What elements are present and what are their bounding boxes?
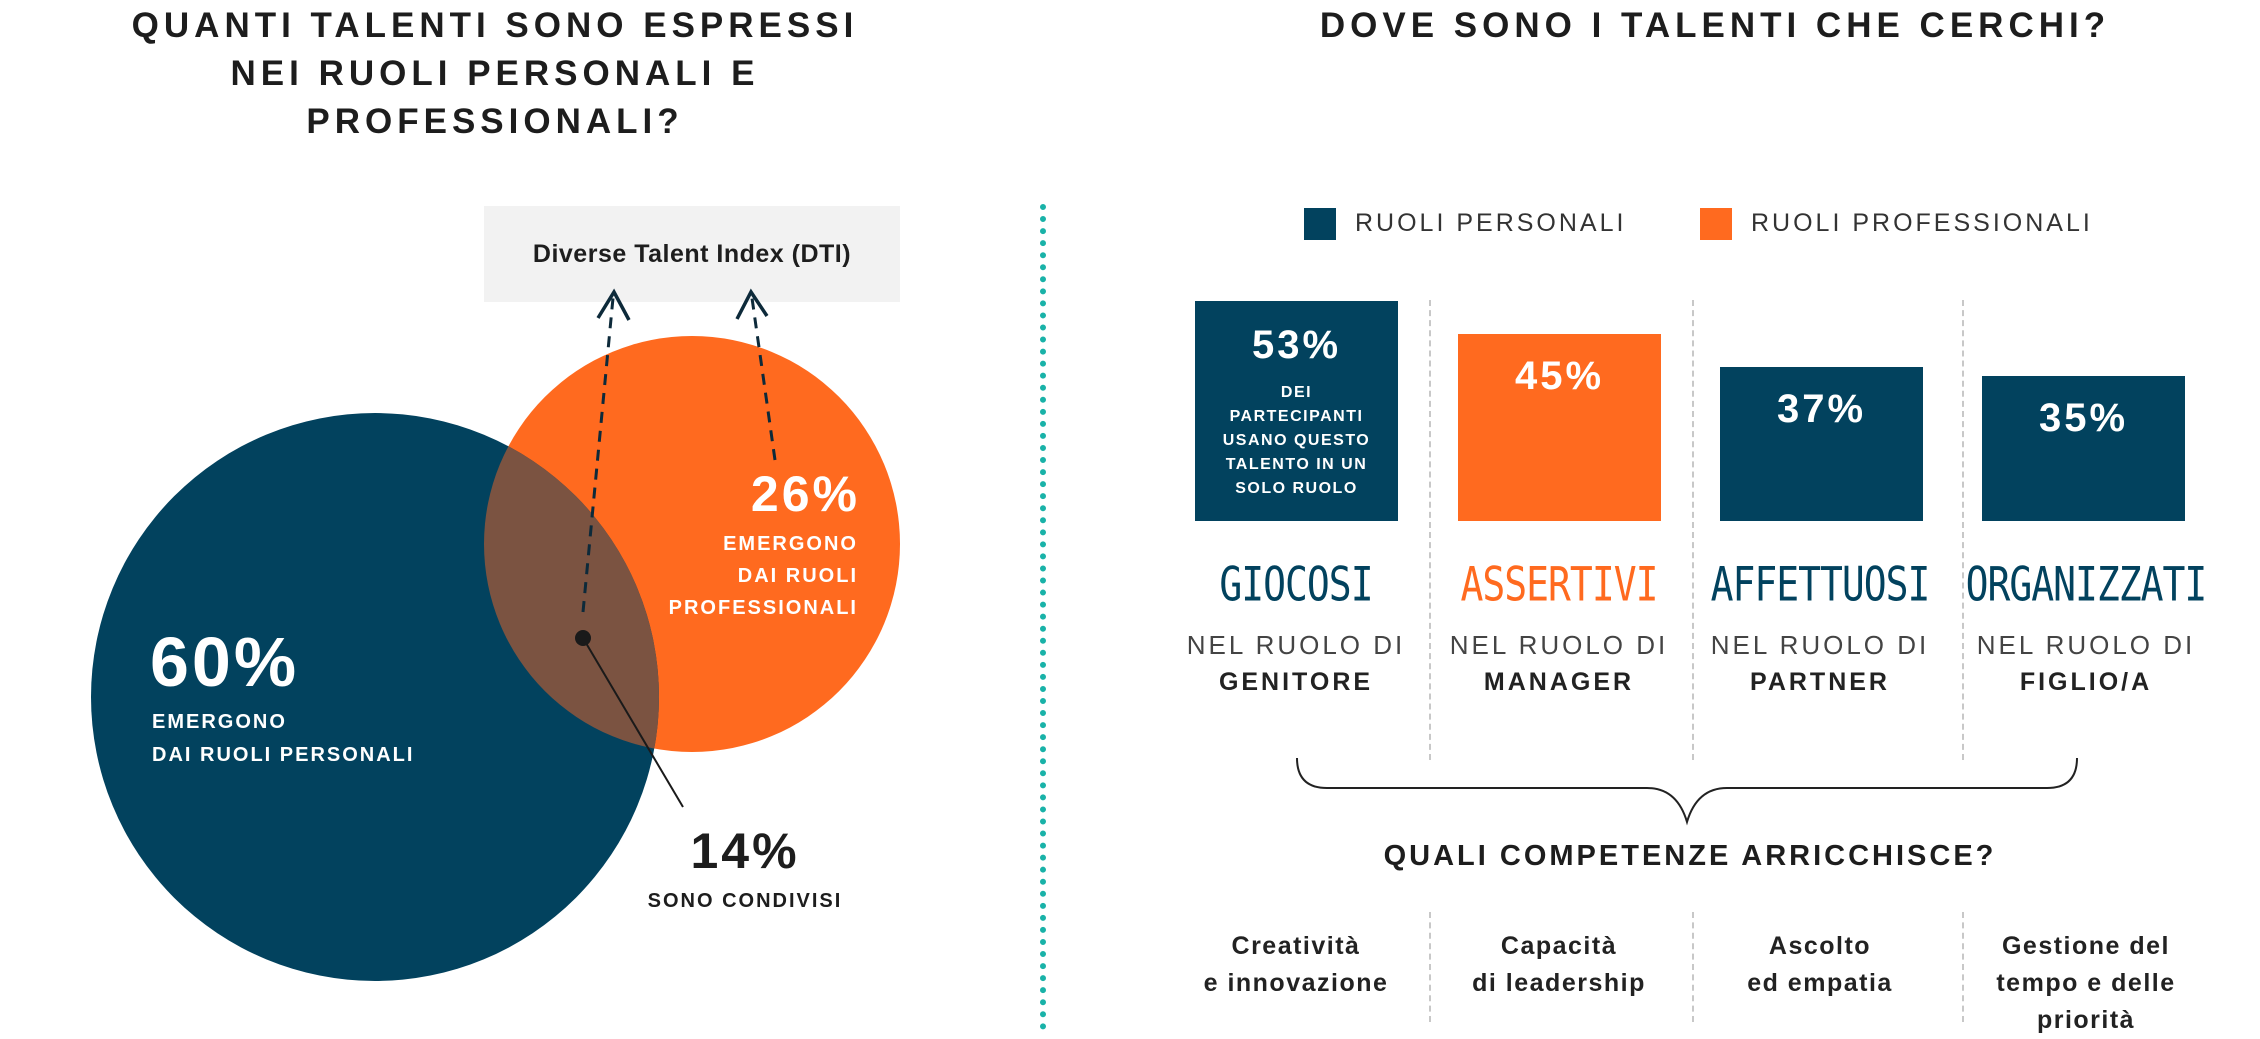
professional-caption-line-2: DAI RUOLI (737, 565, 858, 587)
trait-label: ASSERTIVI (1460, 556, 1659, 612)
column-separator-4 (1429, 912, 1431, 1022)
skill-label: Capacità di leadership (1429, 928, 1689, 1002)
personal-caption: EMERGONO DAI RUOLI PERSONALI (152, 706, 414, 772)
professional-pct: 26% (750, 466, 860, 522)
arrow-head-professional (735, 288, 769, 320)
bar-affettuosi: 37% (1720, 367, 1923, 521)
left-title: QUANTI TALENTI SONO ESPRESSI NEI RUOLI P… (50, 2, 940, 146)
bar-note-line: DEI (1280, 384, 1313, 401)
role-name: MANAGER (1483, 668, 1635, 696)
bar-note-line: PARTECIPANTI (1229, 408, 1364, 425)
role-prefix: NEL RUOLO DI (1186, 630, 1406, 660)
legend-label-personal: RUOLI PERSONALI (1355, 209, 1627, 237)
skill-line: tempo e delle (1996, 969, 2176, 997)
role-name: PARTNER (1750, 668, 1890, 696)
legend-label-professional: RUOLI PROFESSIONALI (1751, 209, 2093, 237)
skill-label: Creatività e innovazione (1166, 928, 1426, 1002)
skill-line: ed empatia (1747, 969, 1893, 997)
shared-caption: SONO CONDIVISI (647, 890, 843, 912)
role-prefix: NEL RUOLO DI (1710, 630, 1930, 660)
legend-swatch-professional (1700, 208, 1732, 240)
trait-label: GIOCOSI (1219, 556, 1373, 612)
shared-pct: 14% (690, 823, 800, 879)
skill-line: di leadership (1472, 969, 1646, 997)
column-separator-6 (1962, 912, 1964, 1022)
role-prefix: NEL RUOLO DI (1976, 630, 2196, 660)
bar-note-line: TALENTO IN UN (1225, 456, 1368, 473)
dti-box: Diverse Talent Index (DTI) (484, 206, 900, 302)
skill-line: Ascolto (1768, 932, 1872, 960)
bar-note: DEI PARTECIPANTI USANO QUESTO TALENTO IN UN… (1195, 381, 1398, 501)
skill-label: Gestione del tempo e delle priorità (1956, 928, 2216, 1039)
role-name: GENITORE (1218, 668, 1374, 696)
arrow-line-shared (581, 297, 615, 613)
bar-note-line: USANO QUESTO (1222, 432, 1371, 449)
trait-label: AFFETTUOSI (1710, 556, 1931, 612)
arrow-line-professional (750, 297, 777, 461)
skills-title: QUALI COMPETENZE ARRICCHISCE? (1383, 840, 1997, 872)
dti-label: Diverse Talent Index (DTI) (532, 239, 852, 268)
venn-diagram (91, 288, 900, 981)
skill-line: Capacità (1500, 932, 1618, 960)
pointer-dot-shared (575, 630, 591, 646)
legend-swatch-personal (1304, 208, 1336, 240)
column-separator-3 (1962, 300, 1964, 760)
professional-caption-line-3: PROFESSIONALI (668, 597, 858, 619)
right-title: DOVE SONO I TALENTI CHE CERCHI? (1319, 6, 2111, 45)
column-separator-2 (1692, 300, 1694, 760)
skill-line: e innovazione (1203, 969, 1389, 997)
skill-line: Gestione del (2001, 932, 2171, 960)
left-title-line-2: NEI RUOLI PERSONALI E (230, 54, 760, 93)
personal-caption-line-1: EMERGONO (152, 711, 287, 733)
trait-label: ORGANIZZATI (1965, 556, 2208, 612)
bar-organizzati: 35% (1982, 376, 2185, 521)
bar-value-label: 45% (1514, 354, 1605, 398)
bar-value-label: 53% (1251, 323, 1342, 367)
column-separator-5 (1692, 912, 1694, 1022)
personal-pct: 60% (150, 623, 300, 701)
bar-value-label: 35% (2038, 396, 2129, 440)
professional-caption: EMERGONO DAI RUOLI PROFESSIONALI (600, 528, 858, 624)
bar-assertivi: 45% (1458, 334, 1661, 521)
left-title-line-1: QUANTI TALENTI SONO ESPRESSI (131, 6, 859, 45)
skill-line: priorità (2036, 1006, 2136, 1034)
skill-line: Creatività (1231, 932, 1361, 960)
panel-divider (1040, 204, 1046, 1030)
professional-caption-line-1: EMERGONO (723, 533, 858, 555)
role-name: FIGLIO/A (2019, 668, 2153, 696)
column-separator-1 (1429, 300, 1431, 760)
left-title-line-3: PROFESSIONALI? (306, 102, 684, 141)
bar-note-line: SOLO RUOLO (1235, 480, 1358, 497)
role-prefix: NEL RUOLO DI (1449, 630, 1669, 660)
bar-value-label: 37% (1776, 387, 1867, 431)
arrow-head-shared (596, 288, 631, 321)
personal-caption-line-2: DAI RUOLI PERSONALI (152, 744, 415, 766)
skill-label: Ascolto ed empatia (1690, 928, 1950, 1002)
curly-brace (1296, 757, 2078, 826)
pointer-line-shared (582, 637, 684, 808)
bar-giocosi: 53% DEI PARTECIPANTI USANO QUESTO TALENTO IN… (1195, 301, 1398, 521)
